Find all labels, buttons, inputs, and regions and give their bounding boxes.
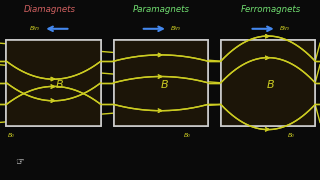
Bar <box>114 40 208 126</box>
Text: Diamagnets: Diamagnets <box>24 5 76 14</box>
Bar <box>6 40 101 126</box>
Text: B₀: B₀ <box>288 133 295 138</box>
Text: Bin: Bin <box>30 26 40 31</box>
Bar <box>221 40 315 126</box>
Text: B₀: B₀ <box>8 133 15 138</box>
Bar <box>114 40 208 126</box>
Text: B: B <box>161 80 169 90</box>
Text: Bin: Bin <box>171 26 181 31</box>
Text: ☞: ☞ <box>15 157 24 167</box>
Bar <box>6 40 101 126</box>
Text: Ferromagnets: Ferromagnets <box>240 5 300 14</box>
Bar <box>221 40 315 126</box>
Text: B₀: B₀ <box>184 133 191 138</box>
Text: Paramagnets: Paramagnets <box>133 5 190 14</box>
Text: B: B <box>55 80 63 90</box>
Text: Bin: Bin <box>280 26 290 31</box>
Text: B: B <box>267 80 274 90</box>
